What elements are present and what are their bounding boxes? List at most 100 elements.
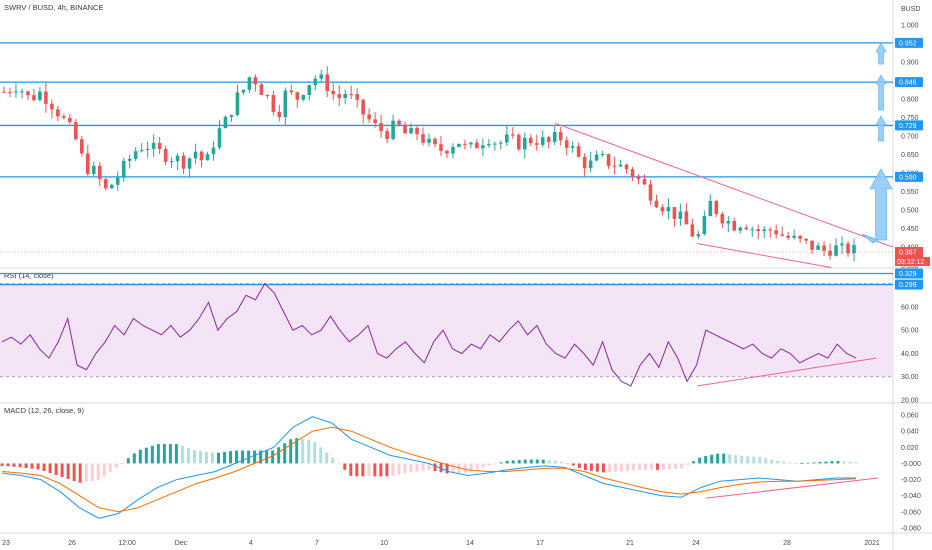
macd-histogram-bar	[445, 463, 449, 474]
macd-histogram-bar	[728, 454, 732, 464]
arrow-annotations[interactable]	[861, 42, 893, 244]
candle-body	[283, 90, 288, 118]
signal-line	[1, 426, 857, 513]
macd-histogram-bar	[373, 463, 377, 477]
macd-histogram-bar	[637, 463, 641, 471]
macd-histogram-bar	[126, 458, 130, 464]
candle-body	[361, 99, 365, 115]
candle-body	[475, 142, 479, 149]
macd-histogram-bar	[439, 463, 443, 473]
macd-histogram-bar	[577, 463, 581, 468]
time-tick-label: 28	[783, 540, 791, 547]
macd-histogram-bar	[812, 462, 816, 464]
macd-histogram-bar	[824, 461, 828, 464]
macd-histogram-bar	[656, 463, 660, 470]
macd-histogram-bar	[186, 448, 190, 464]
macd-histogram-bar	[313, 442, 317, 464]
candle-body	[546, 137, 551, 142]
macd-histogram-bar	[674, 463, 678, 469]
level-tag	[895, 171, 923, 182]
candle-body	[259, 84, 264, 95]
macd-histogram-bar	[565, 463, 569, 464]
candle-body	[241, 89, 246, 93]
candle-body	[229, 114, 234, 117]
trend-lines[interactable]	[554, 122, 894, 269]
time-axis[interactable]: 23 26 12:00 Dec 4 7 10 14 17 21 24 28 2021	[2, 540, 880, 547]
macd-histogram-bar	[493, 463, 497, 465]
horizontal-levels[interactable]	[0, 42, 893, 286]
rsi-tick-label: 30.00	[901, 374, 919, 381]
candle-body	[816, 245, 820, 250]
level-tag-label: 0.590	[899, 174, 917, 181]
rsi-line	[1, 282, 857, 387]
macd-histogram-bar	[78, 463, 82, 483]
macd-tick-label: -0.000	[901, 461, 921, 468]
price-tick-label: 0.650	[901, 152, 919, 159]
macd-histogram-bar	[818, 461, 822, 464]
candle-body	[804, 238, 808, 241]
candles	[2, 66, 856, 262]
candle-body	[20, 91, 24, 93]
candle-body	[762, 229, 767, 232]
level-tag	[895, 37, 923, 48]
candle-body	[846, 243, 850, 254]
macd-histogram-bar	[680, 463, 684, 469]
candle-body	[738, 227, 743, 231]
macd-histogram-bar	[144, 447, 148, 464]
candle-body	[50, 103, 54, 110]
candle-body	[540, 137, 545, 145]
macd-histogram-bar	[625, 463, 629, 471]
candle-body	[265, 94, 270, 96]
time-tick-label: 12:00	[118, 540, 136, 547]
macd-histogram-bar	[415, 463, 419, 472]
candle-body	[768, 229, 772, 231]
candle-body	[44, 91, 48, 104]
macd-histogram-bar	[782, 461, 786, 464]
macd-histogram-bar	[740, 455, 744, 464]
candle-body	[528, 137, 533, 144]
candle-body	[684, 211, 689, 225]
candle-body	[594, 154, 599, 161]
price-tick-label: 0.800	[901, 97, 919, 104]
level-tag	[895, 77, 923, 88]
macd-histogram-bar	[138, 449, 142, 464]
price-tick-label: 0.450	[901, 226, 919, 233]
macd-histogram-bar	[475, 463, 479, 470]
candle-body	[307, 85, 312, 96]
macd-histogram-bar	[289, 439, 293, 464]
candle-body	[774, 230, 778, 235]
candle-body	[780, 234, 784, 236]
time-tick-label: 21	[626, 540, 634, 547]
up-arrow-icon	[875, 115, 887, 142]
macd-tick-label: 0.020	[901, 445, 919, 452]
macd-histogram-bar	[229, 451, 233, 464]
macd-histogram-bar	[409, 463, 413, 473]
candle-body	[26, 91, 30, 96]
macd-histogram-bar	[96, 463, 100, 481]
price-tick-label: 0.900	[901, 60, 919, 67]
candle-body	[487, 143, 491, 146]
macd-axis[interactable]: 0.060 0.040 0.020 -0.000 -0.020 -0.040 -0.060 -…	[901, 413, 921, 533]
macd-histogram-bar	[84, 463, 88, 482]
macd-histogram-bar	[247, 450, 251, 464]
macd-histogram-bar	[355, 463, 359, 477]
macd-histogram-bar	[253, 450, 257, 464]
candle-body	[499, 142, 503, 144]
macd-histogram-bar	[66, 463, 70, 479]
candle-body	[343, 94, 347, 98]
candle-body	[109, 184, 114, 189]
macd-histogram-bar	[180, 446, 184, 464]
macd-histogram-bar	[361, 463, 365, 477]
candle-body	[624, 164, 629, 170]
level-tag-label: 0.329	[899, 271, 917, 278]
time-tick-label: 26	[68, 540, 76, 547]
macd-histogram-bar	[505, 460, 509, 464]
candle-body	[576, 146, 581, 157]
candle-body	[211, 147, 216, 155]
rsi-tick-label: 50.00	[901, 328, 919, 335]
candle-body	[732, 221, 737, 231]
candle-body	[373, 119, 377, 124]
macd-histogram-bar	[752, 456, 756, 464]
